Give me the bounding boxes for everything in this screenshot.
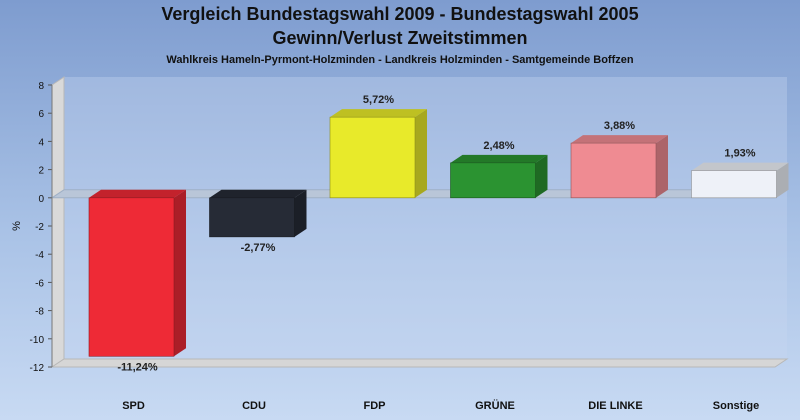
y-tick-label: -10 [30,335,45,346]
bar-side [294,189,307,237]
x-tick-label: Sonstige [713,400,759,412]
bar [329,116,416,199]
x-tick-label: FDP [364,400,386,412]
y-tick-label: 0 [38,194,44,205]
plot-side-wall [51,76,65,368]
bar [691,170,777,199]
bar-top [209,189,307,198]
data-label: 3,88% [604,120,635,132]
y-tick-label: 8 [38,81,44,92]
bar [88,197,175,357]
data-label: -2,77% [241,242,276,254]
bar [570,142,657,199]
bar-top [450,154,548,163]
y-tick-label: -4 [35,250,44,261]
chart-caption: Wahlkreis Hameln-Pyrmont-Holzminden - La… [166,54,634,66]
x-tick-label: SPD [122,400,145,412]
y-tick-label: 6 [38,109,44,120]
x-tick-label: GRÜNE [475,399,515,412]
data-label: 5,72% [363,94,394,106]
x-tick-label: DIE LINKE [588,400,642,412]
chart-title: Vergleich Bundestagswahl 2009 - Bundesta… [161,4,639,24]
bar-top [571,135,668,144]
y-tick-label: -2 [35,222,44,233]
chart-subtitle: Gewinn/Verlust Zweitstimmen [272,28,528,48]
bar-top [691,162,789,171]
bar [450,162,536,199]
plot-floor [50,358,789,368]
bar [209,197,295,238]
bar-top [89,189,186,198]
bar-side [415,109,427,198]
bar-side [535,154,548,198]
y-tick-label: -6 [35,278,44,289]
x-tick-label: CDU [242,400,266,412]
data-label: 2,48% [483,140,514,152]
data-label: 1,93% [724,148,755,160]
bar-top [330,109,427,118]
y-tick-label: -12 [30,363,45,374]
y-tick-label: -8 [35,307,44,318]
y-axis-label: % [11,221,23,231]
y-tick-label: 4 [38,137,44,148]
bar-side [174,189,186,357]
bar-side [656,135,668,198]
y-tick-label: 2 [38,166,44,177]
data-label: -11,24% [117,361,158,373]
bar-side [776,162,789,198]
